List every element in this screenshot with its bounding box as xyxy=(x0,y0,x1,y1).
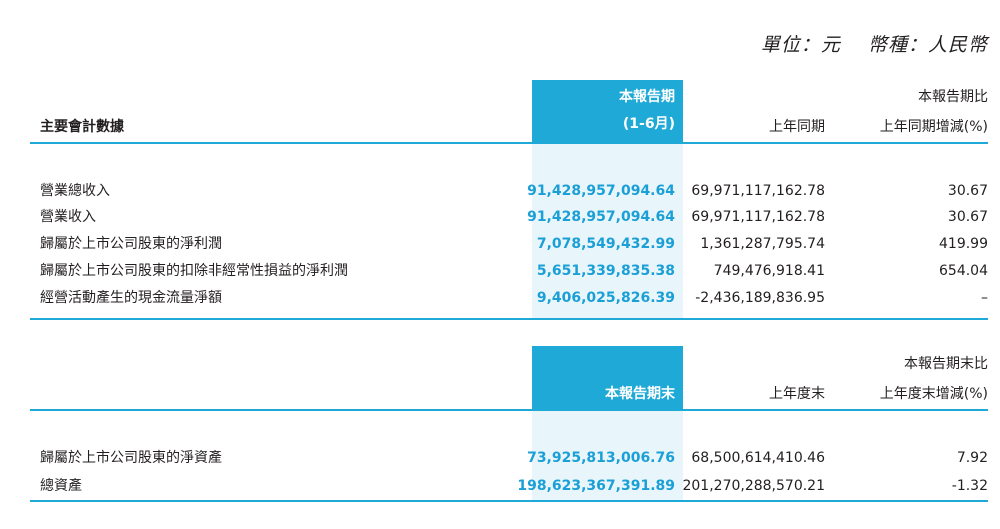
row-label: 營業總收入 xyxy=(40,183,110,199)
current-period-header-band xyxy=(532,80,683,142)
row-current-value: 91,428,957,094.64 xyxy=(527,183,675,199)
previous-year-end-header: 上年度末 xyxy=(769,386,825,402)
row-label: 營業收入 xyxy=(40,209,96,225)
section1-label-header: 主要會計數據 xyxy=(40,119,124,135)
current-period-header-line1: 本報告期 xyxy=(619,89,675,105)
row-previous-value: 201,270,288,570.21 xyxy=(682,478,825,494)
row-previous-value: -2,436,189,836.95 xyxy=(695,290,825,306)
row-change-value: 419.99 xyxy=(939,236,988,252)
row-current-value: 198,623,367,391.89 xyxy=(517,478,675,494)
unit-label: 單位：元 xyxy=(760,34,841,56)
change-header-line2: 上年度末增減(%) xyxy=(879,386,988,402)
row-label: 經營活動產生的現金流量淨額 xyxy=(40,290,222,306)
row-current-value: 5,651,339,835.38 xyxy=(536,263,675,279)
row-label: 歸屬於上市公司股東的淨資產 xyxy=(40,450,222,466)
change-header-line1: 本報告期末比 xyxy=(904,356,988,372)
row-label: 歸屬於上市公司股東的扣除非經常性損益的淨利潤 xyxy=(40,263,348,279)
row-previous-value: 69,971,117,162.78 xyxy=(691,183,825,199)
period-end-column-band xyxy=(532,411,683,500)
row-label: 總資產 xyxy=(40,478,82,494)
change-header-line2: 上年同期增減(%) xyxy=(879,119,988,135)
section1-bottom-rule xyxy=(30,318,988,320)
change-header-line1: 本報告期比 xyxy=(918,89,988,105)
row-previous-value: 749,476,918.41 xyxy=(713,263,825,279)
row-change-value: 30.67 xyxy=(947,209,988,225)
row-change-value: 30.67 xyxy=(947,183,988,199)
period-end-header: 本報告期末 xyxy=(605,386,675,402)
row-change-value: 654.04 xyxy=(939,263,988,279)
row-previous-value: 69,971,117,162.78 xyxy=(691,209,825,225)
row-current-value: 73,925,813,006.76 xyxy=(527,450,675,466)
previous-period-header: 上年同期 xyxy=(769,119,825,135)
row-label: 歸屬於上市公司股東的淨利潤 xyxy=(40,236,222,252)
row-current-value: 9,406,025,826.39 xyxy=(536,290,675,306)
section1-header-rule xyxy=(30,142,988,144)
unit-line: 單位：元 幣種：人民幣 xyxy=(741,30,988,57)
period-end-header-band xyxy=(532,346,683,409)
row-change-value: -1.32 xyxy=(951,478,988,494)
section2-header-rule xyxy=(30,409,988,411)
current-period-header-line2: (1-6月) xyxy=(622,116,675,132)
current-period-column-band xyxy=(532,144,683,319)
section2-bottom-rule xyxy=(30,500,988,502)
row-current-value: 7,078,549,432.99 xyxy=(536,236,675,252)
row-previous-value: 1,361,287,795.74 xyxy=(700,236,825,252)
currency-label: 幣種：人民幣 xyxy=(867,34,988,56)
row-change-value: – xyxy=(981,290,988,306)
row-change-value: 7.92 xyxy=(956,450,988,466)
row-previous-value: 68,500,614,410.46 xyxy=(691,450,825,466)
row-current-value: 91,428,957,094.64 xyxy=(527,209,675,225)
